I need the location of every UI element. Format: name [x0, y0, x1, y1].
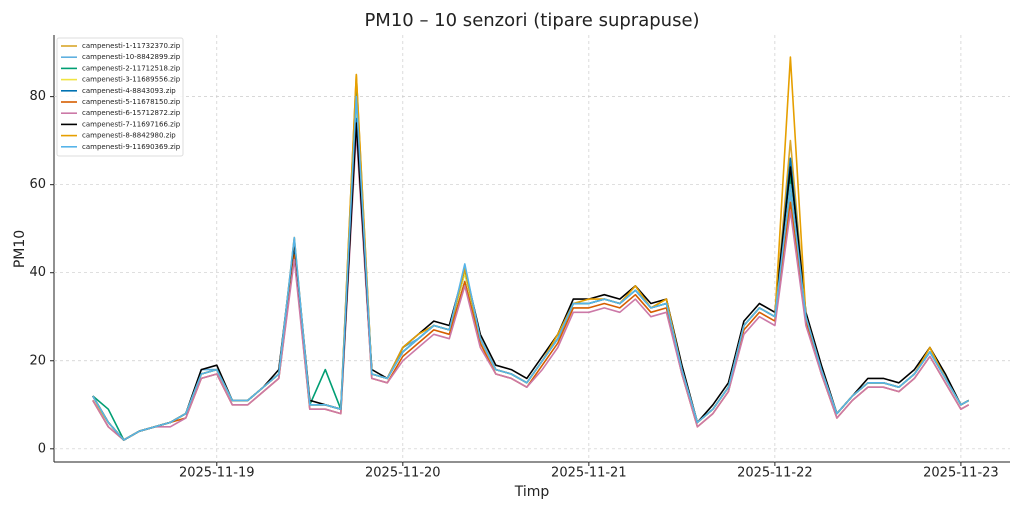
x-tick-label: 2025-11-21 [551, 466, 627, 481]
series-line [92, 122, 970, 441]
y-tick-label: 20 [29, 353, 46, 368]
legend-label: campenesti-7-11697166.zip [82, 120, 181, 128]
legend-label: campenesti-8-8842980.zip [82, 132, 176, 140]
x-axis-label: Timp [514, 484, 550, 500]
y-tick-label: 80 [29, 89, 46, 104]
legend-label: campenesti-3-11689556.zip [82, 76, 181, 84]
x-tick-label: 2025-11-20 [365, 466, 441, 481]
legend-label: campenesti-1-11732370.zip [82, 42, 181, 50]
legend-box [56, 37, 184, 157]
legend-label: campenesti-6-15712872.zip [82, 109, 181, 117]
legend-label: campenesti-10-8842899.zip [82, 53, 181, 61]
series-line [92, 95, 970, 441]
chart-title: PM10 – 10 senzori (tipare suprapuse) [364, 10, 699, 31]
legend-label: campenesti-9-11690369.zip [82, 143, 181, 151]
series-line [92, 122, 970, 441]
y-axis-label: PM10 [12, 230, 28, 268]
legend-label: campenesti-4-8843093.zip [82, 87, 176, 95]
y-tick-label: 0 [38, 441, 46, 456]
grid [54, 35, 1010, 462]
x-tick-label: 2025-11-19 [179, 466, 255, 481]
legend-label: campenesti-2-11712518.zip [82, 64, 181, 72]
x-tick-label: 2025-11-23 [923, 466, 999, 481]
series-line [92, 131, 970, 441]
y-tick-label: 60 [29, 177, 46, 192]
y-tick-label: 40 [29, 265, 46, 280]
x-tick-label: 2025-11-22 [737, 466, 813, 481]
legend-label: campenesti-5-11678150.zip [82, 98, 181, 106]
series-line [92, 113, 970, 441]
series-line [92, 117, 970, 441]
